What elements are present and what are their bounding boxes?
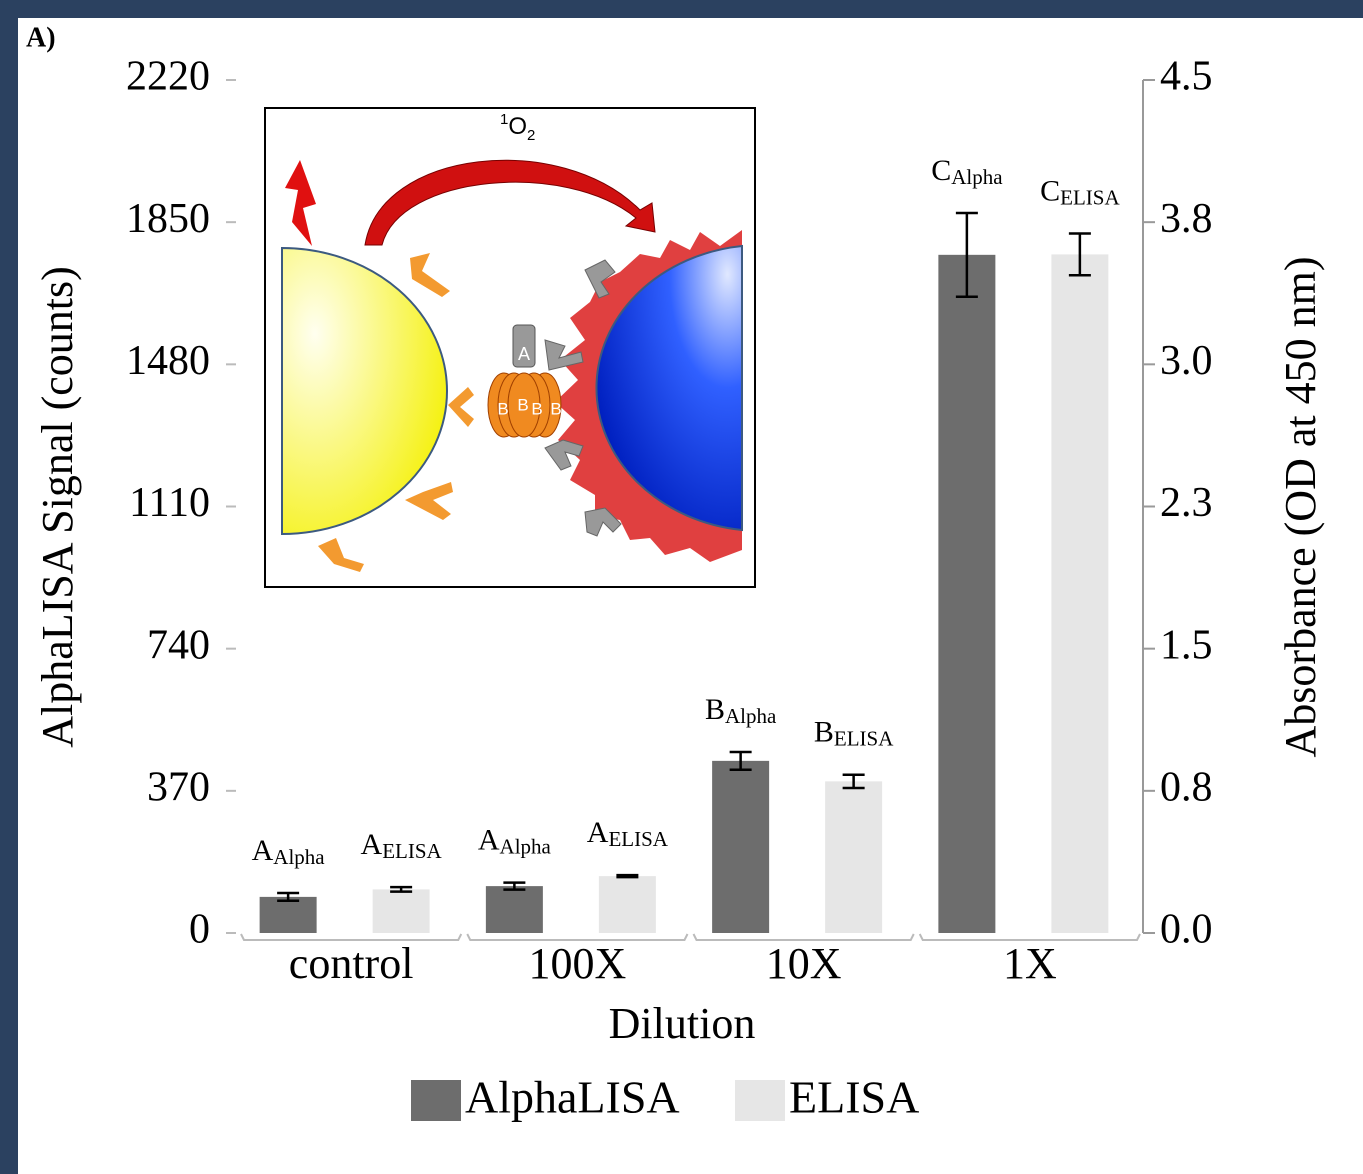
- error-bar: [955, 211, 978, 298]
- inset-diagram: 1O2 A B B B B: [264, 107, 756, 588]
- error-bar: [503, 881, 526, 891]
- annotation-letter: C: [931, 154, 951, 187]
- antibody-b-label: B: [497, 399, 508, 418]
- annotation-subscript: Alpha: [500, 834, 552, 858]
- donor-antibodies: [318, 253, 474, 572]
- antibody-b-label: B: [550, 399, 561, 418]
- bar-annotation: CELISA: [1040, 174, 1120, 209]
- annotation-subscript: ELISA: [608, 827, 668, 851]
- light-bolt: [285, 160, 316, 246]
- category-bracket: [692, 933, 915, 941]
- bar: [485, 886, 543, 933]
- error-bar: [1068, 232, 1091, 277]
- bar-annotation: BELISA: [814, 716, 894, 751]
- annotation-letter: B: [705, 693, 725, 726]
- y2-tick-label: 0.0: [1160, 907, 1213, 953]
- y-tick-label: 1480: [126, 338, 210, 384]
- y-tick-label: 370: [147, 764, 210, 810]
- bar-annotation: BAlpha: [705, 693, 777, 728]
- oxygen-main: O: [508, 113, 527, 140]
- error-bar: [616, 873, 639, 879]
- annotation-letter: A: [587, 816, 609, 849]
- category-bracket: [918, 933, 1141, 941]
- y-tick-label: 0: [189, 907, 210, 953]
- error-bar: [277, 891, 300, 902]
- x-tick-label: 100X: [528, 939, 626, 988]
- annotation-subscript: ELISA: [1060, 185, 1120, 209]
- x-tick-label: control: [289, 939, 414, 988]
- y2-tick-label: 4.5: [1160, 54, 1213, 100]
- antigen: [487, 372, 562, 438]
- y-tick-label: 1110: [129, 480, 210, 526]
- bar: [1051, 254, 1109, 933]
- legend-label: AlphaLISA: [465, 1072, 680, 1123]
- error-bar: [390, 885, 413, 893]
- antigen-stalk: [512, 324, 536, 368]
- y-tick-label: 740: [147, 622, 210, 668]
- annotation-letter: C: [1040, 174, 1060, 207]
- bar: [259, 896, 317, 933]
- panel-label: A): [26, 22, 56, 53]
- bar: [712, 760, 770, 933]
- donor-bead: [281, 246, 448, 536]
- singlet-oxygen-arrow: [364, 159, 656, 246]
- y-tick-label: 2220: [126, 54, 210, 100]
- antibody-b-label: B: [531, 399, 542, 418]
- bar: [372, 889, 430, 933]
- legend-swatch: [411, 1080, 461, 1121]
- y-tick-label: 1850: [126, 196, 210, 242]
- x-axis-title: Dilution: [609, 999, 756, 1048]
- acceptor-antibodies: [544, 259, 622, 537]
- legend-swatch: [735, 1080, 785, 1121]
- category-bracket: [466, 933, 689, 941]
- antibody-a-label: A: [518, 344, 530, 364]
- category-bracket: [240, 933, 463, 941]
- bar-annotation: AELISA: [587, 816, 669, 851]
- bar: [825, 781, 883, 933]
- error-bar: [842, 773, 865, 790]
- y2-axis-title: Absorbance (OD at 450 nm): [1276, 257, 1325, 758]
- y2-tick-label: 3.0: [1160, 338, 1213, 384]
- y2-tick-label: 1.5: [1160, 622, 1213, 668]
- oxygen-sub: 2: [527, 127, 535, 144]
- oxygen-sup: 1: [500, 111, 508, 128]
- legend-label: ELISA: [789, 1072, 919, 1123]
- annotation-subscript: ELISA: [834, 727, 894, 751]
- x-tick-label: 1X: [1003, 939, 1057, 988]
- bar-annotation: AAlpha: [478, 824, 552, 859]
- annotation-letter: A: [478, 824, 500, 857]
- annotation-subscript: ELISA: [382, 839, 442, 863]
- error-bar: [729, 750, 752, 771]
- annotation-letter: A: [252, 834, 274, 867]
- y-axis-title: AlphaLISA Signal (counts): [33, 266, 82, 748]
- acceptor-bead: [595, 244, 743, 532]
- annotation-subscript: Alpha: [951, 165, 1003, 189]
- annotation-subscript: Alpha: [273, 845, 325, 869]
- bar-annotation: AELISA: [361, 828, 443, 863]
- y2-tick-label: 2.3: [1160, 480, 1213, 526]
- bar: [598, 876, 656, 933]
- annotation-subscript: Alpha: [725, 704, 777, 728]
- y2-tick-label: 0.8: [1160, 764, 1213, 810]
- annotation-letter: B: [814, 716, 834, 749]
- bar-annotation: CAlpha: [931, 154, 1003, 189]
- bar-annotation: AAlpha: [252, 834, 326, 869]
- x-tick-label: 10X: [766, 939, 842, 988]
- y2-tick-label: 3.8: [1160, 196, 1213, 242]
- bar: [938, 254, 996, 933]
- oxygen-label: 1O2: [500, 111, 535, 144]
- antibody-b-label: B: [517, 395, 528, 414]
- annotation-letter: A: [361, 828, 383, 861]
